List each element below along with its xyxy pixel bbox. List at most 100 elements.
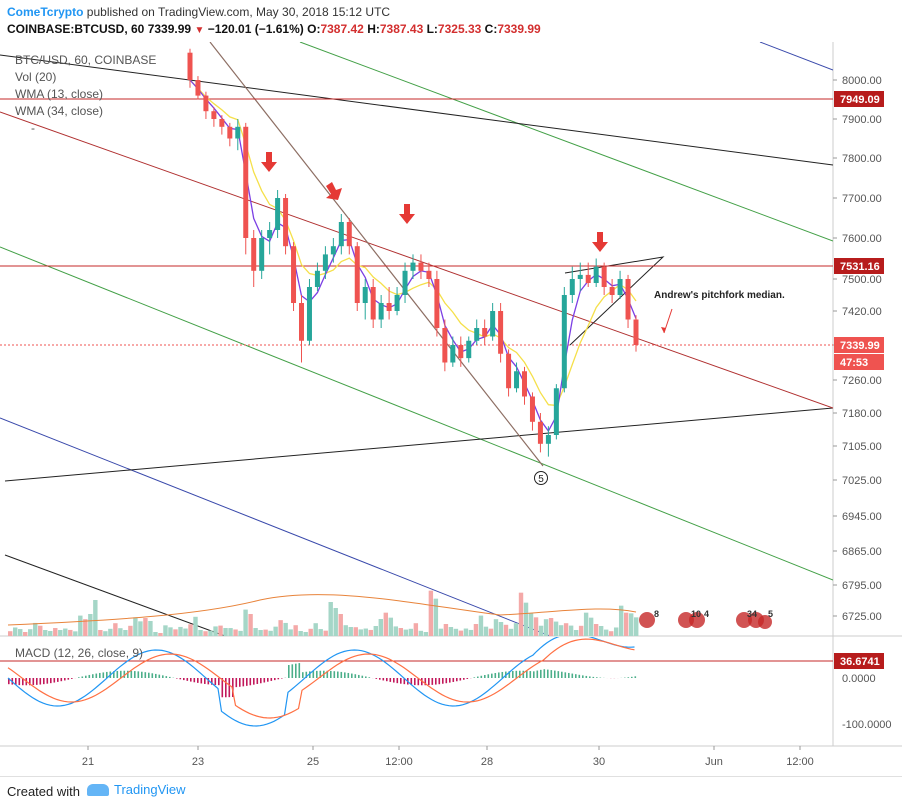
macd-hist-bar — [71, 678, 73, 679]
tradingview-link[interactable]: TradingView — [87, 782, 186, 797]
volume-bar — [429, 591, 433, 636]
x-tick-label: Jun — [705, 756, 723, 768]
x-tick-label: 23 — [192, 756, 204, 768]
wave-5-label: 5 — [538, 474, 544, 485]
volume-bar — [584, 613, 588, 636]
macd-hist-bar — [57, 678, 59, 682]
candle-body — [387, 303, 392, 311]
x-tick-label: 28 — [481, 756, 493, 768]
y-tick-label: 7105.00 — [842, 441, 882, 453]
blue-line-upper[interactable] — [760, 42, 833, 70]
macd-hist-bar — [579, 675, 581, 678]
macd-hist-bar — [176, 678, 178, 679]
macd-value-label: 36.6741 — [840, 656, 880, 668]
wma34-line — [190, 80, 636, 405]
macd-legend[interactable]: MACD (12, 26, close, 9) — [15, 646, 143, 660]
macd-hist-bar — [257, 678, 259, 684]
volume-bar — [53, 628, 57, 636]
volume-bar — [399, 628, 403, 636]
macd-hist-bar — [523, 671, 525, 678]
macd-hist-bar — [575, 674, 577, 678]
macd-hist-bar — [253, 678, 255, 685]
macd-hist-bar — [337, 672, 339, 678]
volume-bar — [178, 627, 182, 636]
volume-bar — [569, 626, 573, 636]
volume-bar — [564, 623, 568, 636]
macd-hist-bar — [351, 674, 353, 678]
volume-bar — [28, 629, 32, 636]
macd-hist-bar — [145, 672, 147, 678]
candle-body — [323, 254, 328, 270]
macd-hist-bar — [344, 672, 346, 678]
volume-bar — [288, 629, 292, 636]
triangle-pattern[interactable] — [565, 257, 663, 345]
macd-hist-bar — [162, 675, 164, 678]
macd-hist-bar — [82, 676, 84, 678]
us-flag-icon[interactable] — [639, 612, 655, 628]
candle-body — [554, 388, 559, 435]
pitchfork-median-line[interactable] — [0, 112, 833, 408]
macd-hist-bar — [526, 671, 528, 678]
legend-wma13[interactable]: WMA (13, close) — [15, 86, 156, 103]
macd-hist-bar — [229, 678, 231, 697]
volume-bar — [384, 613, 388, 636]
macd-hist-bar — [68, 678, 70, 680]
macd-hist-bar — [442, 678, 444, 684]
macd-hist-bar — [379, 678, 381, 680]
macd-hist-bar — [292, 664, 294, 678]
macd-hist-bar — [498, 672, 500, 678]
macd-hist-bar — [40, 678, 42, 685]
macd-hist-bar — [36, 678, 38, 685]
volume-bar — [529, 613, 533, 636]
candle-body — [227, 127, 232, 139]
x-tick-label: 12:00 — [786, 756, 814, 768]
volume-bar — [434, 599, 438, 636]
macd-hist-bar — [397, 678, 399, 683]
volume-bar — [203, 631, 207, 636]
candle-body — [530, 397, 535, 422]
volume-bar — [128, 626, 132, 636]
volume-bar — [173, 629, 177, 636]
macd-hist-bar — [519, 671, 521, 678]
macd-hist-bar — [491, 674, 493, 678]
candle-body — [395, 295, 400, 311]
macd-hist-bar — [393, 678, 395, 683]
volume-bar — [394, 626, 398, 636]
black-support-line[interactable] — [5, 408, 833, 481]
macd-hist-bar — [432, 678, 434, 685]
volume-bar — [223, 628, 227, 636]
volume-bar — [133, 617, 137, 636]
macd-hist-bar — [89, 675, 91, 678]
volume-bar — [68, 630, 72, 636]
volume-bar — [123, 630, 127, 636]
macd-hist-bar — [463, 678, 465, 680]
macd-hist-bar — [586, 676, 588, 678]
tradingview-label: TradingView — [114, 782, 186, 797]
blue-line-lower[interactable] — [0, 418, 550, 636]
macd-hist-bar — [180, 678, 182, 679]
macd-hist-bar — [190, 678, 192, 682]
volume-bar — [193, 617, 197, 636]
macd-hist-bar — [194, 678, 196, 682]
volume-bar — [38, 626, 42, 636]
volume-bar — [233, 629, 237, 636]
wma34-series — [190, 80, 636, 405]
volume-bar — [13, 627, 17, 636]
macd-hist-bar — [166, 676, 168, 678]
macd-hist-bar — [428, 678, 430, 685]
volume-bar — [253, 628, 257, 636]
y-tick-label: 7420.00 — [842, 306, 882, 318]
volume-bars — [8, 591, 638, 636]
y-tick-label: 6725.00 — [842, 611, 882, 623]
legend-wma34[interactable]: WMA (34, close) — [15, 103, 156, 120]
peak-arrow-icon — [326, 182, 342, 200]
green-channel-upper[interactable] — [300, 42, 833, 241]
legend-volume[interactable]: Vol (20) — [15, 69, 156, 86]
macd-hist-bar — [152, 673, 154, 678]
macd-hist-bar — [204, 678, 206, 684]
macd-hist-bar — [414, 678, 416, 685]
macd-hist-bar — [540, 670, 542, 678]
volume-bar — [574, 630, 578, 636]
